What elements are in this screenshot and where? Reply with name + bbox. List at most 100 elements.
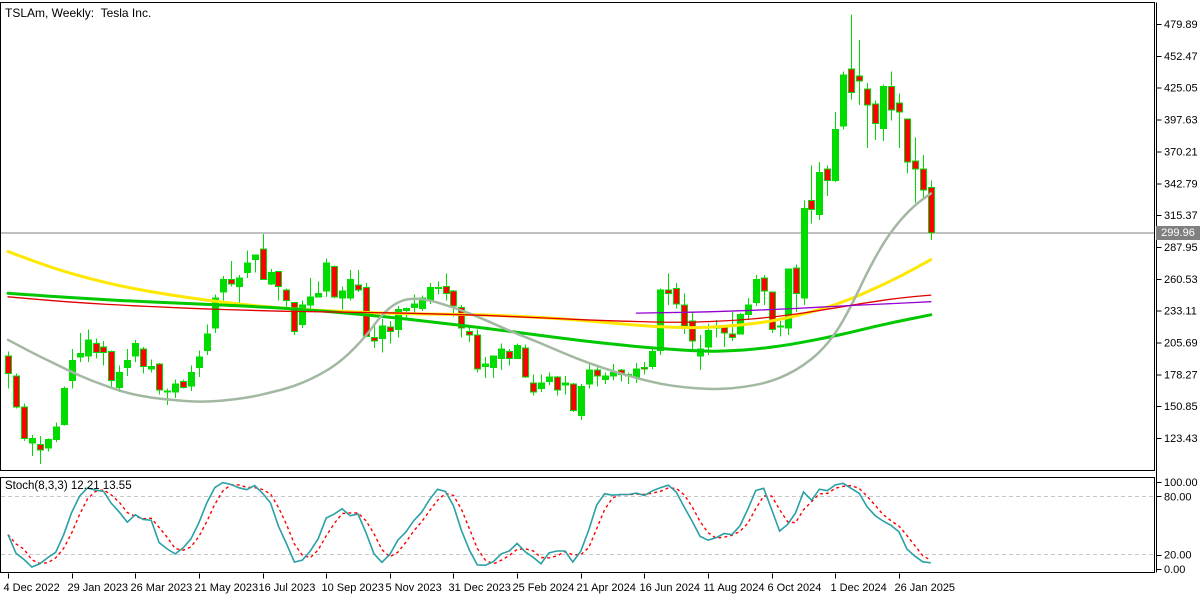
ma-green [6,291,933,353]
bear-candle [793,267,800,294]
bear-candle [355,284,362,291]
bear-candle [896,102,903,113]
bull-candle [403,307,410,312]
bull-candle [427,287,434,301]
bear-candle [522,347,529,378]
bull-candle [244,262,251,273]
stoch-axis-label: 80.00 [1164,491,1192,503]
time-axis-label: 26 Jan 2025 [895,582,956,594]
bull-candle [124,360,131,369]
bull-candle [514,345,521,359]
bull-candle [633,368,640,378]
bear-candle [594,369,601,377]
bull-candle [832,129,839,182]
bear-candle [443,285,450,294]
bear-candle [920,168,927,191]
price-axis-label: 233.11 [1164,306,1197,318]
bull-candle [586,369,593,385]
bear-candle [100,346,107,354]
ma-gray-green [6,192,933,403]
bull-candle [132,342,139,357]
bull-candle [753,278,760,304]
bull-candle [745,304,752,315]
bull-candle [602,375,609,380]
bear-candle [904,118,911,163]
time-axis-label: 11 Aug 2024 [704,582,765,594]
bear-candle [283,289,290,301]
time-axis-label: 25 Feb 2024 [513,582,575,594]
bear-candle [466,331,473,336]
bull-candle [204,333,211,351]
bull-candle [840,74,847,127]
bear-candle [824,168,831,182]
bull-candle [45,439,52,449]
stochastic-pane[interactable] [0,477,1155,573]
bear-candle [108,350,115,381]
bear-candle [506,350,513,359]
bull-candle [315,292,322,298]
price-axis-label: 479.89 [1164,19,1198,31]
bull-candle [53,426,60,441]
bull-candle [880,86,887,129]
bull-candle [323,262,330,292]
bear-candle [371,337,378,342]
bull-candle [816,172,823,215]
bull-candle [61,388,68,426]
bull-candle [801,208,808,299]
bull-candle [85,339,92,357]
bull-candle [379,325,386,340]
bear-candle [681,304,688,327]
bear-candle [37,443,44,451]
bear-candle [673,288,680,305]
bear-candle [761,277,768,292]
time-axis-label: 21 May 2023 [195,582,259,594]
bull-candle [29,438,36,444]
bear-candle [140,348,147,368]
bull-candle [212,297,219,329]
bull-candle [777,325,784,328]
bear-candle [435,287,442,290]
time-axis-label: 26 Mar 2023 [131,582,193,594]
stoch-axis-label: 20.00 [1164,550,1192,562]
bull-candle [307,296,314,306]
bull-candle [188,371,195,387]
price-axis-label: 342.79 [1164,178,1198,190]
bull-candle [785,268,792,329]
bear-candle [260,248,267,280]
bull-candle [220,278,227,293]
price-axis-label: 370.21 [1164,146,1198,158]
bear-candle [864,88,871,106]
bear-candle [21,406,28,440]
time-axis-label: 1 Dec 2024 [831,582,887,594]
time-axis-label: 4 Dec 2022 [4,582,60,594]
stoch-d-line [7,484,932,565]
bull-candle [578,385,585,416]
price-axis-label: 397.63 [1164,115,1198,127]
time-axis-label: 16 Jul 2023 [259,582,316,594]
bull-candle [538,382,545,390]
bull-candle [299,304,306,326]
bear-candle [665,289,672,294]
time-axis-label: 21 Apr 2024 [577,582,636,594]
chart-title: TSLAm, Weekly: Tesla Inc. [5,6,152,20]
bear-candle [458,306,465,329]
bear-candle [729,333,736,338]
bull-candle [705,330,712,348]
time-axis-label: 5 Nov 2023 [386,582,442,594]
bear-candle [872,103,879,125]
bull-candle [236,277,243,287]
main-chart-pane[interactable] [0,2,1155,471]
time-axis-label: 10 Sep 2023 [322,582,384,594]
bull-candle [164,390,171,393]
bear-candle [912,160,919,170]
bull-candle [148,366,155,370]
ma-red [7,294,932,323]
bear-candle [156,363,163,391]
bull-candle [172,383,179,393]
stochastic-indicator-label: Stoch(8,3,3) 12.21 13.55 [5,480,132,492]
bear-candle [769,291,776,330]
bear-candle [331,266,338,298]
price-axis-label: 123.43 [1164,433,1198,445]
